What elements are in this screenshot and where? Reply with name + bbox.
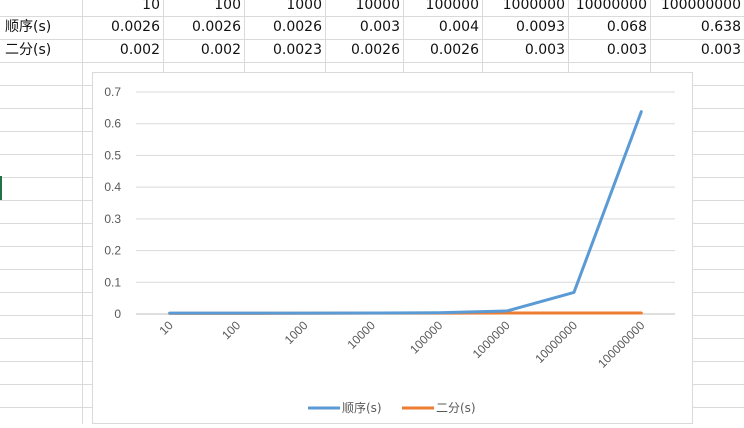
header-cell[interactable]: 10000000	[568, 0, 650, 16]
y-tick-label: 0.7	[104, 85, 121, 99]
series-line-0[interactable]	[170, 112, 642, 314]
y-tick-label: 0.1	[104, 275, 121, 289]
data-cell[interactable]: 0.0093	[482, 16, 568, 39]
line-chart[interactable]: 0 0.1 0.2 0.3 0.4 0.5 0.6 0.7 10 100 1000 10000 1000…	[92, 72, 693, 424]
data-cell[interactable]: 0.0026	[82, 16, 163, 39]
x-tick-label: 100000000	[595, 318, 648, 371]
header-cell[interactable]: 100000	[403, 0, 482, 16]
data-cell[interactable]: 0.003	[325, 16, 403, 39]
row-label-cell[interactable]: 顺序(s)	[0, 16, 82, 39]
header-cell[interactable]: 10000	[325, 0, 403, 16]
legend-label: 二分(s)	[436, 401, 476, 415]
data-cell[interactable]: 0.0026	[244, 16, 325, 39]
y-tick-label: 0.2	[104, 244, 121, 258]
header-cell[interactable]: 100	[163, 0, 244, 16]
x-tick-label: 100	[219, 318, 243, 342]
row-label-cell[interactable]: 二分(s)	[0, 39, 82, 62]
data-cell[interactable]: 0.002	[163, 39, 244, 62]
chart-canvas: 0 0.1 0.2 0.3 0.4 0.5 0.6 0.7 10 100 1000 10000 1000…	[93, 73, 694, 425]
data-cell[interactable]: 0.0026	[163, 16, 244, 39]
x-tick-label: 10000	[344, 318, 378, 352]
legend-label: 顺序(s)	[342, 400, 382, 415]
data-cell[interactable]: 0.004	[403, 16, 482, 39]
data-cell[interactable]: 0.003	[650, 39, 744, 62]
y-tick-label: 0.3	[104, 212, 121, 226]
y-tick-label: 0.5	[104, 148, 121, 162]
active-cell-marker	[0, 176, 2, 200]
y-tick-label: 0	[114, 307, 121, 321]
header-cell[interactable]: 1000	[244, 0, 325, 16]
x-tick-label: 1000000	[470, 318, 513, 361]
data-cell[interactable]: 0.638	[650, 16, 744, 39]
x-tick-label: 10000000	[532, 318, 580, 366]
data-cell[interactable]: 0.003	[482, 39, 568, 62]
y-tick-label: 0.4	[104, 180, 121, 194]
header-cell[interactable]: 100000000	[650, 0, 744, 16]
header-cell[interactable]: 10	[82, 0, 163, 16]
x-tick-label: 1000	[282, 318, 311, 347]
header-cell[interactable]: 1000000	[482, 0, 568, 16]
data-cell[interactable]: 0.068	[568, 16, 650, 39]
y-tick-label: 0.6	[104, 117, 121, 131]
data-cell[interactable]: 0.002	[82, 39, 163, 62]
x-tick-label: 100000	[407, 318, 445, 356]
data-cell[interactable]: 0.0023	[244, 39, 325, 62]
data-cell[interactable]: 0.0026	[403, 39, 482, 62]
x-tick-label: 10	[156, 318, 176, 338]
data-cell[interactable]: 0.0026	[325, 39, 403, 62]
data-cell[interactable]: 0.003	[568, 39, 650, 62]
